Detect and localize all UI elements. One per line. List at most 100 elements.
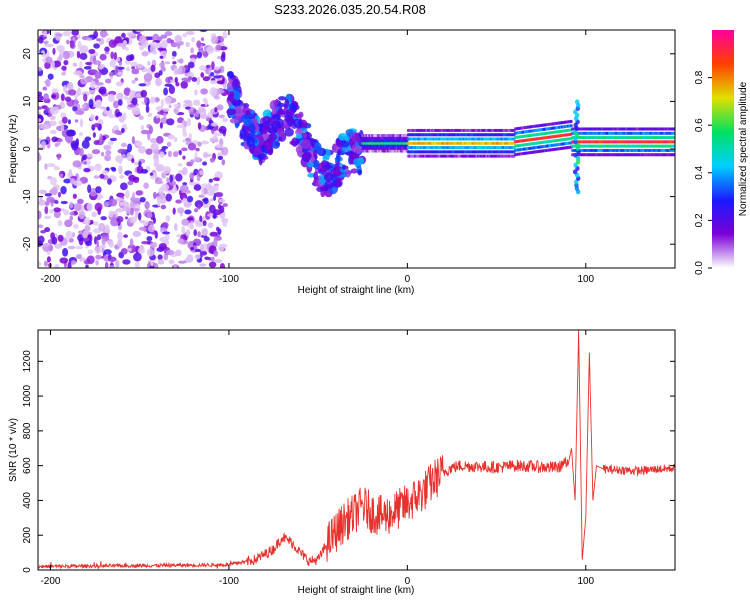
spectral-blob (209, 198, 214, 202)
spectral-blob (70, 260, 77, 265)
spectral-blob (109, 137, 118, 142)
spectral-blob (152, 149, 160, 155)
spectral-blob (217, 155, 224, 160)
spectral-blob (191, 36, 196, 43)
spectral-blob (44, 201, 50, 206)
spectral-blob (222, 30, 228, 39)
spectral-blob (84, 224, 91, 233)
spectral-blob (146, 81, 151, 86)
spectral-blob (202, 98, 207, 103)
spectral-blob (200, 111, 205, 116)
spectral-blob (177, 43, 181, 49)
spectral-blob (217, 204, 222, 210)
spectral-blob (76, 87, 82, 97)
spectral-blob (226, 108, 237, 116)
spectral-blob (174, 34, 183, 43)
y-tick-label: 10 (22, 95, 33, 107)
spectral-blob (200, 140, 209, 145)
spectral-blob (165, 233, 170, 241)
spectral-blob (277, 107, 283, 116)
spectral-blob (89, 55, 94, 65)
spectral-blob (104, 46, 110, 53)
spectral-blob (313, 149, 318, 159)
snr-series-line (38, 330, 675, 570)
spectral-blob (208, 186, 216, 195)
spectral-blob (150, 259, 154, 267)
spectral-blob (77, 234, 84, 242)
spectral-blob (323, 172, 333, 182)
spectral-blob (79, 118, 84, 128)
spectral-blob (350, 168, 358, 174)
spectral-blob (38, 66, 43, 72)
y-tick-label: 1200 (22, 350, 33, 373)
spectral-blob (152, 216, 156, 224)
spectral-blob (93, 123, 100, 128)
spectral-blob (84, 136, 92, 142)
spectral-blob (140, 129, 149, 135)
spectral-blob (139, 34, 147, 44)
spectral-blob (96, 38, 101, 42)
spectral-blob (170, 42, 178, 48)
spectral-blob (92, 60, 102, 65)
spectral-blob (83, 167, 91, 173)
spectral-blob (73, 203, 82, 212)
spectral-blob (129, 216, 137, 224)
spectral-blob (138, 161, 142, 167)
spectral-blob (50, 186, 58, 196)
spectral-blob (335, 177, 342, 187)
spectral-blob (51, 88, 59, 93)
snr-y-label: SNR (10 * v/v) (8, 418, 19, 482)
spectral-blob (226, 70, 234, 79)
spectral-blob (48, 120, 57, 127)
spectral-blob (139, 220, 145, 224)
spectral-blob (183, 79, 191, 83)
spectral-blob (94, 163, 102, 171)
spectral-blob (212, 177, 220, 181)
spectral-blob (121, 32, 126, 38)
spectral-blob (341, 140, 350, 148)
colorbar-tick-label: 0.4 (694, 165, 705, 179)
spectral-blob (672, 144, 675, 148)
y-tick-label: 800 (22, 422, 33, 439)
spectral-blob (173, 136, 178, 143)
spectral-blob (208, 178, 213, 183)
spectral-blob (101, 238, 106, 246)
spectral-blob (284, 98, 290, 109)
spectral-blob (148, 125, 153, 135)
spectral-blob (129, 200, 136, 210)
spectral-blob (125, 47, 129, 52)
spectral-blob (116, 66, 125, 70)
spectral-blob (60, 200, 68, 205)
spectral-blob (203, 153, 212, 157)
spectral-blob (221, 159, 226, 166)
x-tick-label: -200 (40, 274, 60, 285)
spectral-blob (130, 207, 134, 216)
spectral-blob (168, 85, 175, 95)
spectral-blob (54, 243, 63, 249)
spectral-blob (167, 150, 172, 158)
spectral-blob (575, 156, 581, 162)
spectral-blob (575, 99, 580, 105)
spectral-blob (134, 261, 140, 268)
x-tick-label: 100 (577, 576, 594, 587)
spectral-blob (218, 125, 227, 134)
spectral-blob (213, 250, 219, 257)
spectral-blob (129, 238, 134, 248)
spectral-blob (75, 245, 84, 250)
spectral-blob (218, 244, 225, 252)
spectral-blob (120, 248, 128, 255)
spectral-blob (138, 226, 147, 231)
spectral-blob (79, 61, 83, 70)
spectral-blob (166, 249, 175, 256)
spectral-blob (220, 54, 226, 62)
y-tick-label: -10 (22, 189, 33, 204)
spectral-blob (353, 158, 362, 166)
spectral-blob (233, 106, 243, 117)
spectral-blob (137, 246, 145, 255)
spectral-blob (122, 259, 131, 265)
spectral-blob (147, 61, 151, 66)
x-tick-label: -100 (219, 576, 239, 587)
x-tick-label: -200 (40, 576, 60, 587)
spectral-blob (154, 180, 164, 185)
